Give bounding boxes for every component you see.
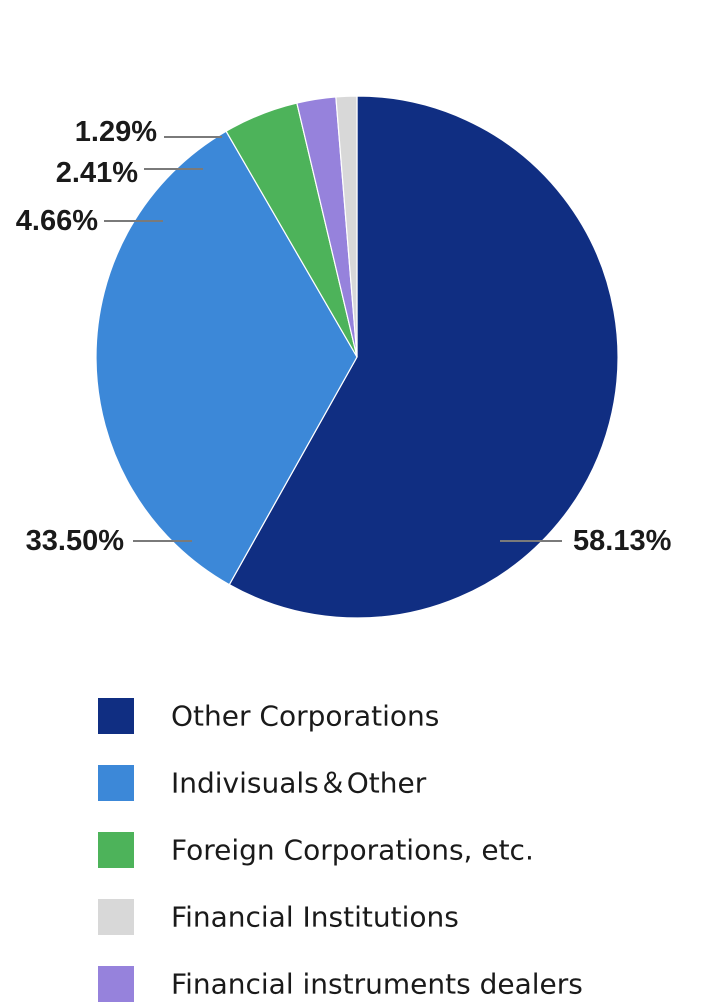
legend-label-foreign-corporations-etc: Foreign Corporations, etc. <box>171 834 534 867</box>
legend-item-financial-instruments-dealers: Financial instruments dealers <box>98 966 583 1002</box>
legend-label-financial-institutions: Financial Institutions <box>171 901 459 934</box>
pie-slice-financial-institutions <box>335 95 358 358</box>
legend-swatch-other-corporations <box>98 698 134 734</box>
data-label-financial-institutions: 1.29% <box>75 116 157 148</box>
leader-lines <box>104 136 562 542</box>
legend-swatch-financial-instruments-dealers <box>98 966 134 1002</box>
data-label-indivisuals-other: 33.50% <box>26 525 125 557</box>
data-label-financial-instruments-dealers: 2.41% <box>56 157 138 189</box>
data-label-other-corporations: 58.13% <box>573 525 672 557</box>
legend-item-indivisuals-other: Indivisuals＆Other <box>98 765 427 801</box>
pie-slice-other-corporations <box>228 95 619 619</box>
legend-label-indivisuals-other: Indivisuals＆Other <box>171 767 427 800</box>
legend-item-other-corporations: Other Corporations <box>98 698 439 734</box>
pie-slices <box>95 95 619 619</box>
data-labels: 58.13% 33.50% 4.66% 2.41% 1.29% <box>16 116 672 557</box>
legend-item-financial-institutions: Financial Institutions <box>98 899 459 935</box>
legend-swatch-financial-institutions <box>98 899 134 935</box>
data-label-foreign-corporations-etc: 4.66% <box>16 205 98 237</box>
legend-label-financial-instruments-dealers: Financial instruments dealers <box>171 968 583 1001</box>
legend-swatch-indivisuals-other <box>98 765 134 801</box>
legend-item-foreign-corporations-etc: Foreign Corporations, etc. <box>98 832 534 868</box>
legend-swatch-foreign-corporations-etc <box>98 832 134 868</box>
legend-label-other-corporations: Other Corporations <box>171 700 439 733</box>
legend: Other Corporations Indivisuals＆Other Forei… <box>98 698 583 1002</box>
